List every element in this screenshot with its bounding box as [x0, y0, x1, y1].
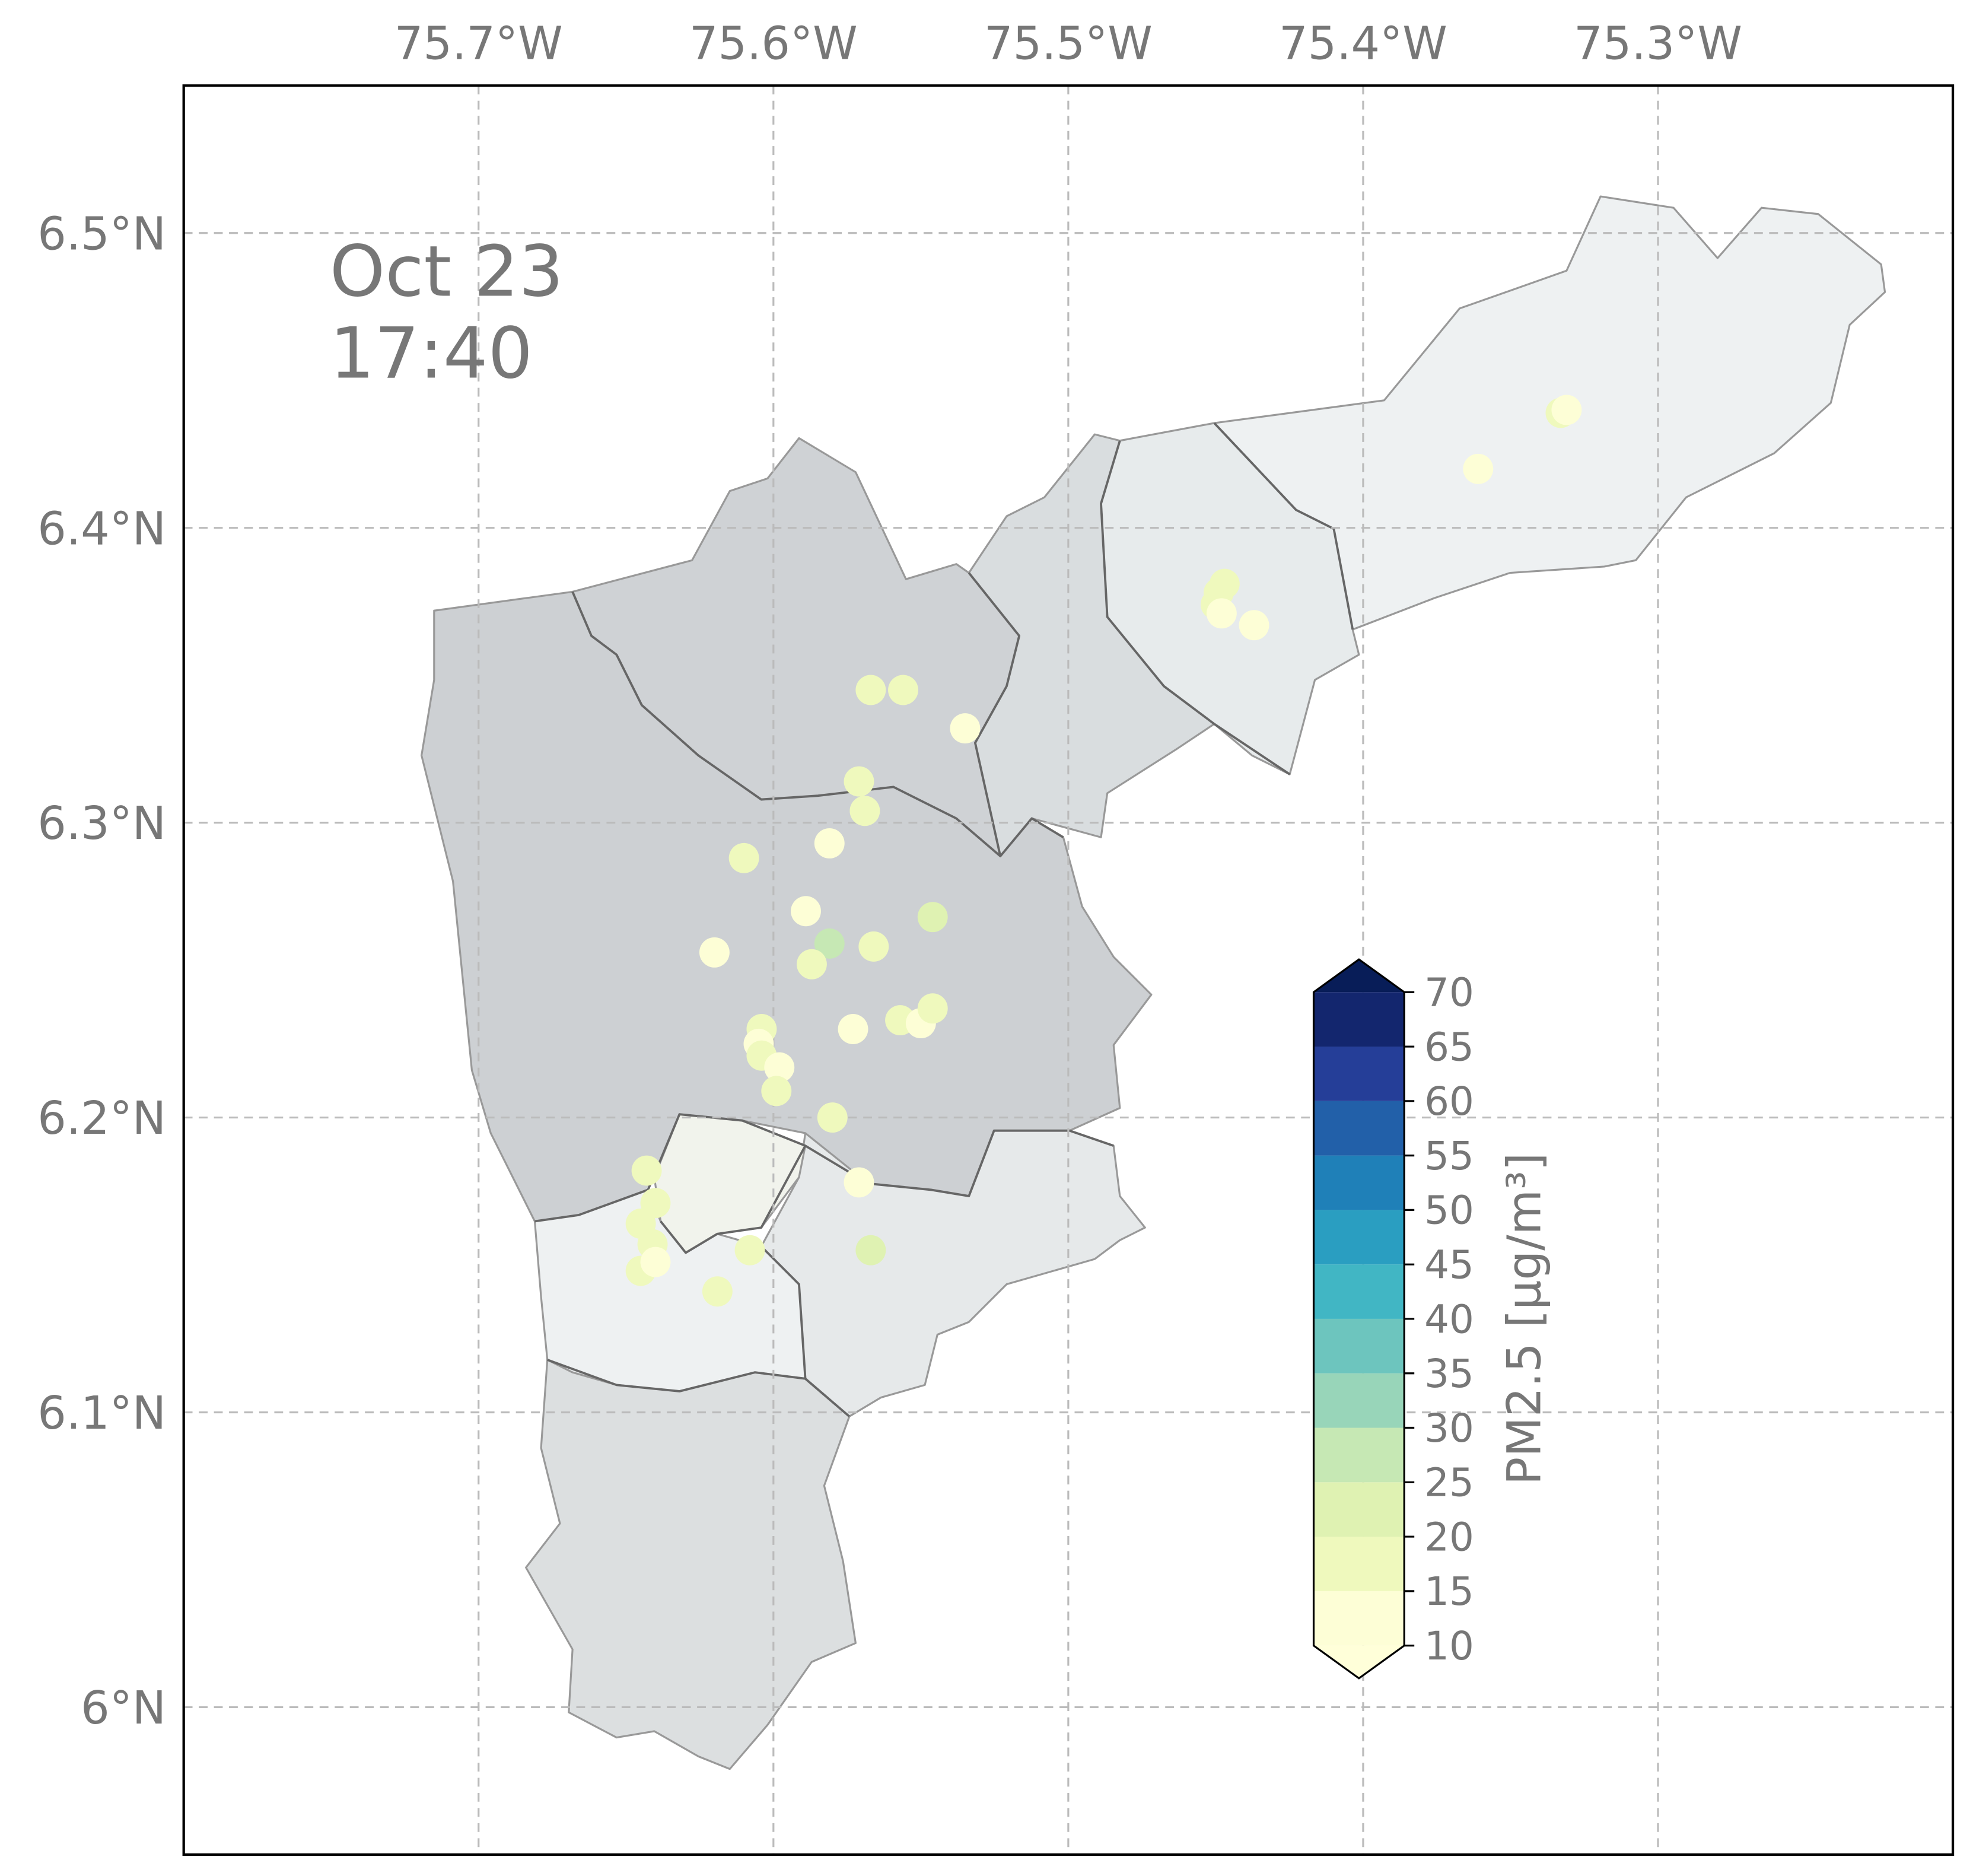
colorbar-band: [1313, 1047, 1405, 1101]
colorbar-extend-under: [1313, 1645, 1405, 1678]
boundary: [1100, 422, 1354, 775]
colorbar-tick-label: 70: [1424, 970, 1474, 1016]
colorbar-tick-label: 15: [1424, 1569, 1474, 1614]
colorbar-band: [1313, 1482, 1405, 1537]
boundary: [968, 572, 1021, 857]
y-tick-label: 6.5°N: [37, 208, 166, 260]
station-marker: [764, 1052, 795, 1083]
colorbar-band: [1313, 992, 1405, 1047]
x-tick-label: 75.4°W: [1279, 18, 1447, 71]
stations: [625, 395, 1582, 1307]
station-marker: [917, 993, 948, 1024]
station-marker: [1551, 395, 1582, 425]
x-tick-label: 75.3°W: [1574, 18, 1742, 71]
station-marker: [858, 931, 889, 962]
colorbar-extend-over: [1313, 959, 1405, 993]
labels: 75.7°W 75.6°W 75.5°W 75.4°W 75.3°W 6.5°N 6.4°N…: [37, 18, 1742, 1735]
colorbar-tick-label: 40: [1424, 1296, 1474, 1342]
colorbar-tick-label: 30: [1424, 1406, 1474, 1451]
map-frame: [182, 84, 1955, 1856]
colorbar-band: [1313, 1318, 1405, 1373]
station-marker: [844, 1167, 874, 1198]
y-tick-label: 6.3°N: [37, 797, 166, 850]
colorbar-band: [1313, 1101, 1405, 1156]
station-marker: [888, 675, 918, 705]
station-marker: [950, 713, 981, 744]
colorbar-tick-label: 50: [1424, 1188, 1474, 1233]
y-tick-label: 6.4°N: [37, 503, 166, 555]
grid: [183, 85, 1953, 1855]
colorbar-band: [1313, 1537, 1405, 1591]
station-marker: [814, 928, 845, 959]
y-tick-label: 6°N: [81, 1682, 166, 1735]
colorbar-tick-label: 60: [1424, 1079, 1474, 1124]
y-tick-label: 6.2°N: [37, 1092, 166, 1145]
station-marker: [855, 1235, 886, 1265]
colorbar-tick-label: 65: [1424, 1024, 1474, 1070]
station-marker: [917, 902, 948, 933]
station-marker: [734, 1235, 765, 1265]
colorbar-tick-label: 25: [1424, 1460, 1474, 1506]
station-marker: [631, 1155, 662, 1186]
station-marker: [796, 949, 827, 980]
boundary: [547, 1145, 851, 1417]
colorbar-band: [1313, 1155, 1405, 1210]
time-annotation: Oct 23: [330, 231, 564, 313]
colorbar-tick-label: 35: [1424, 1351, 1474, 1397]
colorbar-band: [1313, 1373, 1405, 1428]
station-marker: [855, 675, 886, 705]
station-marker: [761, 1076, 792, 1106]
colorbar-tick-label: 10: [1424, 1623, 1474, 1669]
station-marker: [814, 828, 845, 858]
regions: [421, 195, 1886, 1770]
x-tick-label: 75.6°W: [689, 18, 858, 71]
station-marker: [728, 842, 759, 873]
station-marker: [702, 1276, 733, 1307]
colorbar-band: [1313, 1210, 1405, 1265]
x-tick-label: 75.5°W: [984, 18, 1153, 71]
colorbar: 10 15 20 25 30 35 40 45 50 55 60 65 70 PM2.5 [μg/m³]: [1312, 958, 1551, 1680]
station-marker: [838, 1014, 868, 1044]
colorbar-tick-label: 55: [1424, 1133, 1474, 1179]
station-marker: [1463, 453, 1494, 484]
station-marker: [817, 1102, 848, 1133]
colorbar-tick-label: 45: [1424, 1242, 1474, 1287]
station-marker: [849, 796, 880, 826]
y-tick-label: 6.1°N: [37, 1387, 166, 1440]
station-marker: [791, 896, 821, 927]
station-marker: [699, 937, 730, 968]
station-marker: [640, 1247, 671, 1277]
time-annotation: 17:40: [330, 313, 533, 395]
colorbar-tick-label: 20: [1424, 1514, 1474, 1560]
x-tick-label: 75.7°W: [394, 18, 563, 71]
colorbar-band: [1313, 1427, 1405, 1483]
boundary: [571, 591, 1064, 857]
station-marker: [1239, 610, 1269, 641]
colorbar-band: [1313, 1264, 1405, 1319]
station-marker: [844, 766, 874, 797]
boundary: [534, 1113, 1114, 1223]
colorbar-band: [1313, 1591, 1405, 1646]
colorbar-label: PM2.5 [μg/m³]: [1497, 1153, 1551, 1485]
station-marker: [1206, 598, 1237, 629]
